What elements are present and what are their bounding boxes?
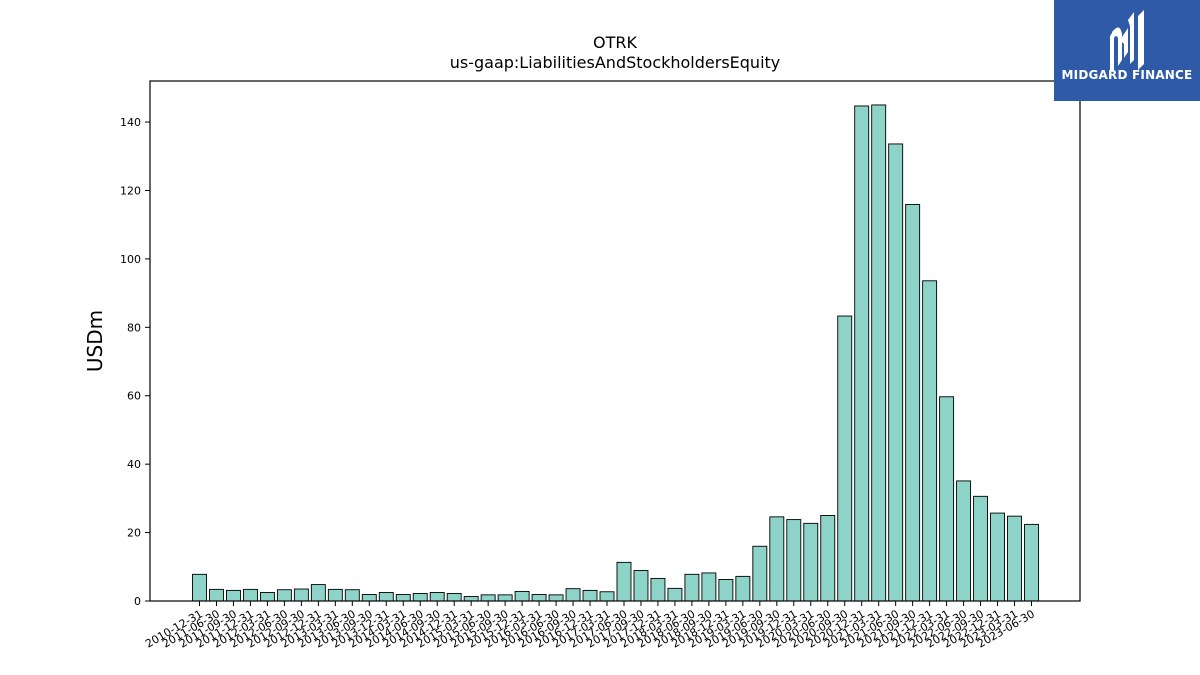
bar — [361, 594, 377, 602]
y-tick-label: 140 — [120, 116, 141, 129]
bar — [242, 588, 258, 602]
bar — [531, 594, 547, 602]
bar — [820, 515, 836, 602]
chart-title: OTRK — [593, 33, 637, 52]
bar — [192, 573, 207, 602]
y-tick-label: 0 — [134, 595, 141, 608]
bar — [259, 591, 275, 602]
bar — [888, 143, 904, 602]
y-tick-label: 60 — [127, 390, 141, 403]
bar — [395, 594, 411, 602]
bar — [837, 315, 853, 602]
bar — [701, 572, 717, 602]
y-tick-label: 80 — [127, 321, 141, 334]
bar — [497, 594, 513, 602]
bar — [446, 593, 462, 602]
bar — [226, 589, 241, 602]
bar — [667, 587, 683, 602]
bar — [786, 519, 802, 602]
bar — [412, 593, 428, 602]
bar — [922, 280, 938, 602]
bar — [514, 590, 530, 602]
bar — [956, 480, 972, 602]
bar — [905, 204, 921, 602]
bar — [565, 588, 581, 602]
bar — [310, 584, 326, 602]
bar — [650, 577, 666, 602]
chart-subtitle: us-gaap:LiabilitiesAndStockholdersEquity — [450, 53, 781, 72]
x-axis: 2010-12-312011-06-302011-09-302011-12-31… — [143, 601, 1037, 651]
brand-logo: MIDGARD FINANCE — [1054, 0, 1200, 101]
bar — [548, 594, 564, 602]
bar — [1024, 523, 1039, 602]
bar — [582, 589, 598, 602]
bar — [429, 591, 445, 602]
bar — [752, 545, 768, 602]
bar — [718, 578, 734, 602]
bar — [684, 573, 700, 602]
bar — [633, 570, 649, 602]
bar — [293, 588, 309, 602]
bar — [939, 396, 955, 602]
y-tick-label: 40 — [127, 458, 141, 471]
bar — [1007, 515, 1022, 602]
bar — [990, 512, 1005, 602]
bar — [327, 588, 343, 602]
logo-text: MIDGARD FINANCE — [1061, 68, 1193, 82]
bar — [599, 591, 615, 602]
bar — [378, 591, 394, 602]
bar — [209, 588, 224, 602]
y-axis: 0 20 40 60 80 100 120 140 — [120, 116, 150, 608]
bar — [769, 516, 785, 602]
bar — [973, 495, 989, 602]
bar — [480, 594, 496, 602]
y-tick-label: 120 — [120, 184, 141, 197]
bar — [344, 589, 360, 602]
bar — [616, 561, 632, 602]
midgard-logo-icon — [1110, 10, 1144, 70]
y-tick-label: 20 — [127, 527, 141, 540]
bar — [463, 596, 479, 602]
y-axis-label: USDm — [83, 310, 107, 372]
bar — [735, 575, 751, 602]
y-tick-label: 100 — [120, 253, 141, 266]
bar — [803, 522, 819, 602]
plot-frame — [149, 80, 1081, 602]
bar — [871, 104, 887, 602]
bar — [276, 589, 292, 602]
bars-group — [192, 104, 1039, 602]
bar — [854, 105, 870, 602]
